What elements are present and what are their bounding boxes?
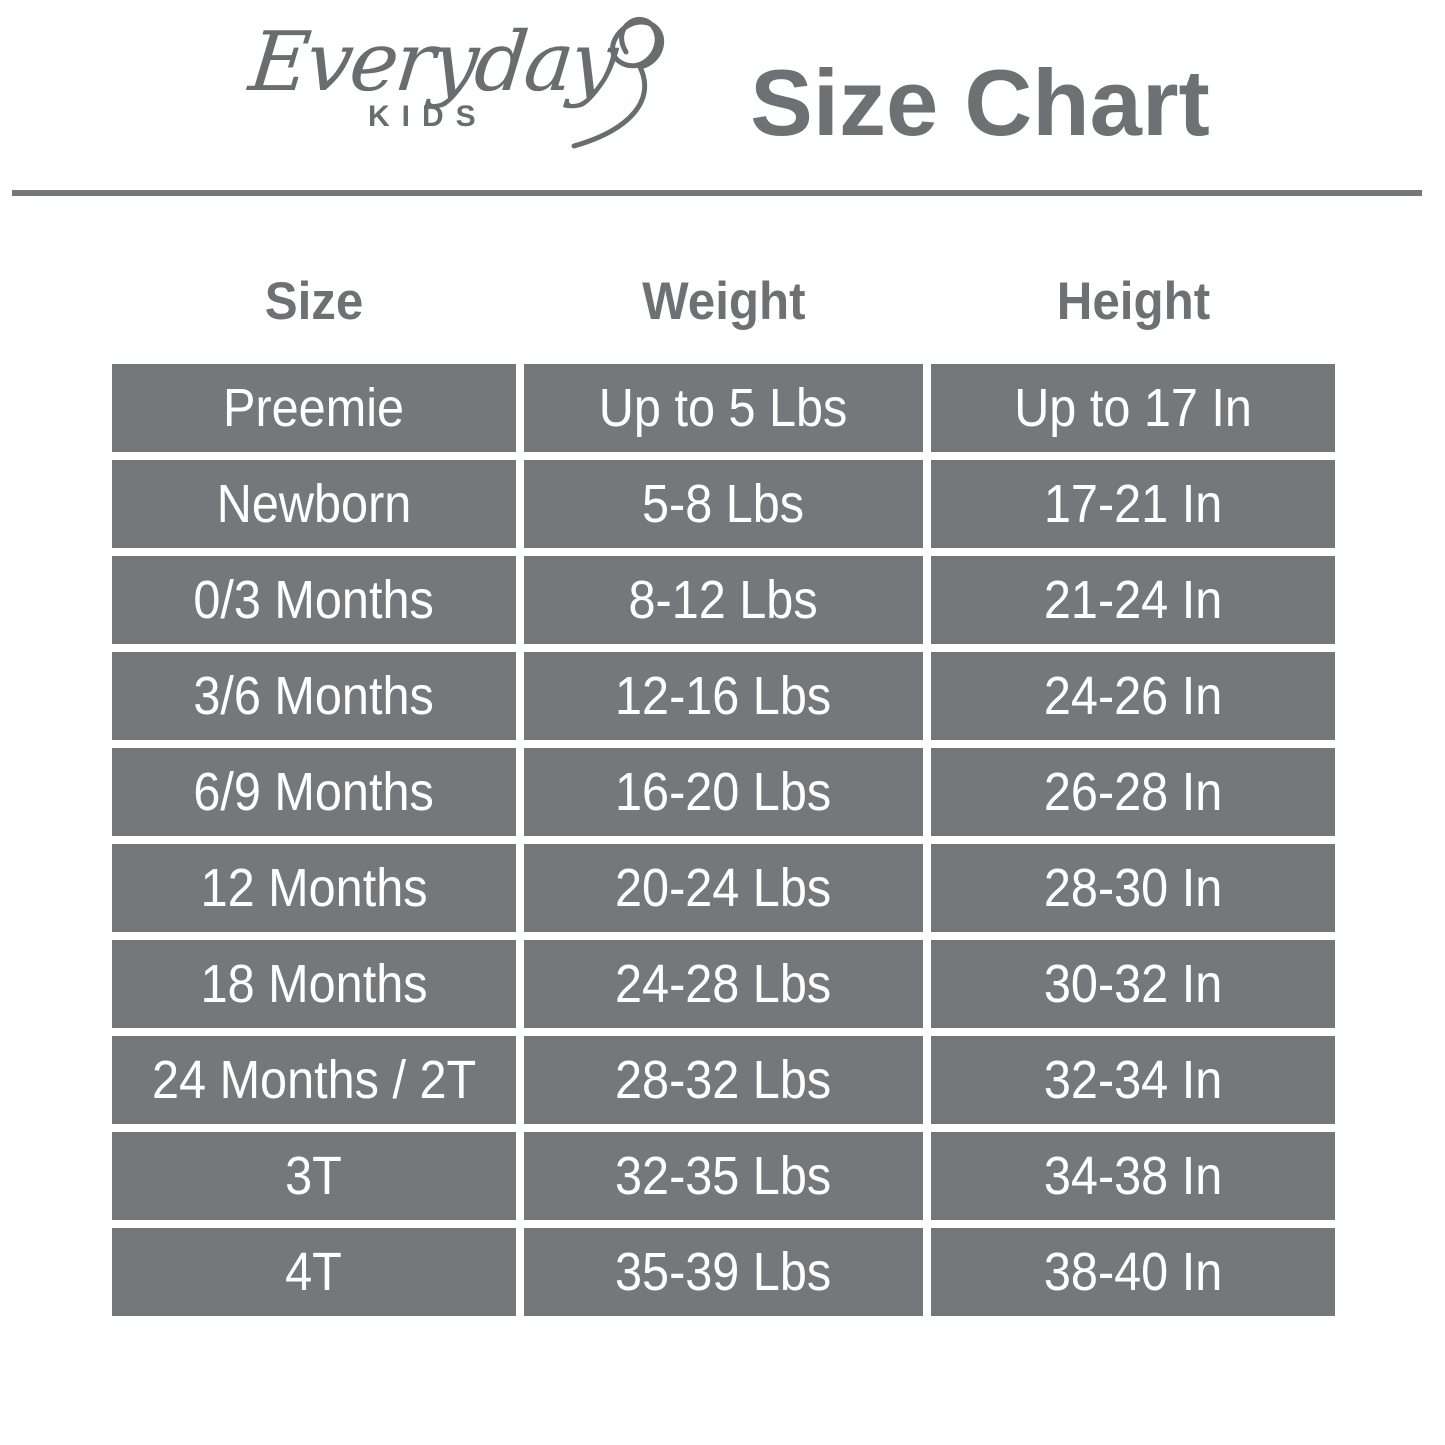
table-cell-height: 38-40 In (931, 1228, 1335, 1316)
table-cell-size: 6/9 Months (112, 748, 516, 836)
table-cell-weight: 16-20 Lbs (524, 748, 923, 836)
page-title: Size Chart (750, 50, 1210, 155)
table-cell-size: 12 Months (112, 844, 516, 932)
table-cell-weight: 5-8 Lbs (524, 460, 923, 548)
table-cell-height: Up to 17 In (931, 364, 1335, 452)
table-cell-size: 4T (112, 1228, 516, 1316)
table-cell-size: 18 Months (112, 940, 516, 1028)
table-cell-size: 3/6 Months (112, 652, 516, 740)
table-cell-height: 24-26 In (931, 652, 1335, 740)
table-cell-height: 17-21 In (931, 460, 1335, 548)
table-cell-size: 3T (112, 1132, 516, 1220)
table-cell-size: 24 Months / 2T (112, 1036, 516, 1124)
table-cell-weight: Up to 5 Lbs (524, 364, 923, 452)
brand-flourish-icon (571, 16, 665, 149)
table-column-headers: Size Weight Height (112, 262, 1335, 340)
table-cell-weight: 12-16 Lbs (524, 652, 923, 740)
brand-name: Everyday (245, 15, 620, 110)
header-divider (12, 190, 1422, 196)
table-cell-height: 26-28 In (931, 748, 1335, 836)
brand-subname: KIDS (368, 100, 488, 134)
brand-logo: Everyday KIDS (245, 15, 665, 178)
table-cell-weight: 32-35 Lbs (524, 1132, 923, 1220)
table-cell-size: 0/3 Months (112, 556, 516, 644)
table-cell-weight: 35-39 Lbs (524, 1228, 923, 1316)
column-header-size: Size (264, 271, 364, 331)
table-cell-height: 34-38 In (931, 1132, 1335, 1220)
table-cell-weight: 28-32 Lbs (524, 1036, 923, 1124)
table-cell-height: 28-30 In (931, 844, 1335, 932)
table-cell-height: 32-34 In (931, 1036, 1335, 1124)
column-header-weight: Weight (641, 271, 806, 331)
table-cell-weight: 20-24 Lbs (524, 844, 923, 932)
table-cell-weight: 8-12 Lbs (524, 556, 923, 644)
header: Everyday KIDS Size Chart (0, 0, 1445, 195)
table-cell-height: 30-32 In (931, 940, 1335, 1028)
table-cell-height: 21-24 In (931, 556, 1335, 644)
brand-logo-script-row: Everyday (245, 15, 665, 149)
size-table: Preemie Up to 5 Lbs Up to 17 In Newborn … (112, 364, 1335, 1316)
table-cell-size: Newborn (112, 460, 516, 548)
table-cell-weight: 24-28 Lbs (524, 940, 923, 1028)
column-header-height: Height (1056, 271, 1210, 331)
table-cell-size: Preemie (112, 364, 516, 452)
